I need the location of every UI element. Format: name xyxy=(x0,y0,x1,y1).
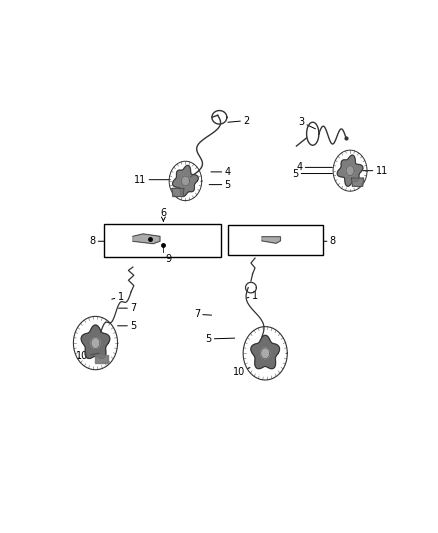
Text: 5: 5 xyxy=(209,180,231,190)
Text: 5: 5 xyxy=(292,168,332,179)
Text: 9: 9 xyxy=(244,240,250,251)
Polygon shape xyxy=(251,335,279,369)
Text: 4: 4 xyxy=(297,163,332,172)
Text: 2: 2 xyxy=(228,116,249,126)
Polygon shape xyxy=(346,166,354,175)
Bar xyxy=(104,224,221,257)
Polygon shape xyxy=(91,338,100,349)
Text: 5: 5 xyxy=(117,321,136,331)
Text: 8: 8 xyxy=(89,236,104,246)
Bar xyxy=(228,225,323,255)
Polygon shape xyxy=(133,234,160,244)
Text: 4: 4 xyxy=(211,167,230,177)
Polygon shape xyxy=(181,176,190,186)
Text: 1: 1 xyxy=(247,291,258,301)
Polygon shape xyxy=(172,188,184,197)
Polygon shape xyxy=(262,237,280,243)
Text: 5: 5 xyxy=(205,334,235,344)
Text: 10: 10 xyxy=(76,351,99,361)
Text: 6: 6 xyxy=(160,207,166,221)
Polygon shape xyxy=(351,178,364,186)
Polygon shape xyxy=(95,354,108,363)
Polygon shape xyxy=(81,325,110,359)
Text: 7: 7 xyxy=(119,303,136,313)
Text: 1: 1 xyxy=(112,292,124,302)
Text: 9: 9 xyxy=(166,254,172,264)
Polygon shape xyxy=(261,348,270,359)
Text: 11: 11 xyxy=(134,175,170,185)
Polygon shape xyxy=(173,165,198,197)
Text: 8: 8 xyxy=(323,236,336,246)
Text: 3: 3 xyxy=(298,117,315,129)
Text: 11: 11 xyxy=(363,166,388,176)
Text: 7: 7 xyxy=(194,309,212,319)
Text: 10: 10 xyxy=(233,367,250,377)
Polygon shape xyxy=(337,155,363,186)
